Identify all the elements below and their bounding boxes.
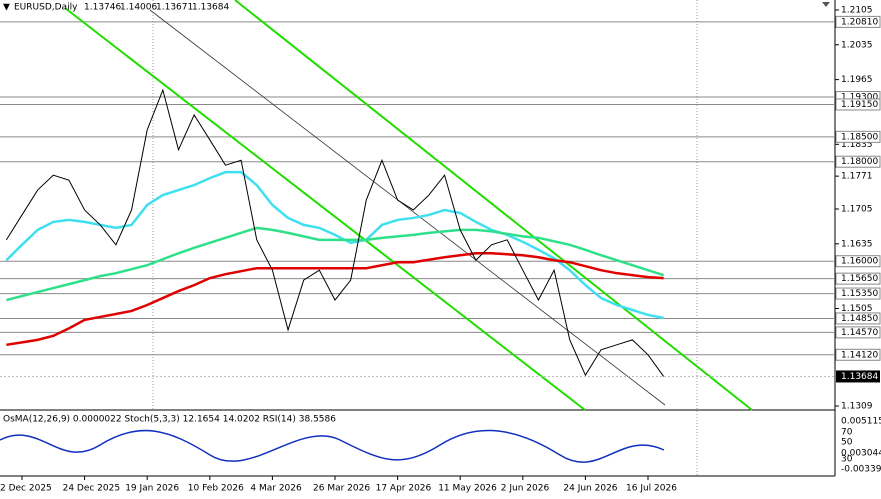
level-label-box <box>835 255 881 268</box>
level-label: 1.16000 <box>841 257 878 267</box>
indicator-scale-label: 0.0051155 <box>841 417 881 427</box>
x-tick-label: 2 Jun 2026 <box>501 484 550 494</box>
level-label-box <box>835 348 881 361</box>
indicator-scale-label: 0.0030440 <box>841 449 881 459</box>
ohlc-low: 1.13671 <box>156 3 193 13</box>
level-label-box <box>835 98 881 111</box>
one-click-trade-icon[interactable] <box>822 2 830 7</box>
level-label-box <box>835 326 881 339</box>
ohlc-close: 1.13684 <box>192 3 229 13</box>
y-tick-label: 1.1965 <box>841 75 873 85</box>
level-label-box <box>835 155 881 168</box>
price-line <box>5 88 665 377</box>
level-label: 1.15350 <box>841 289 878 299</box>
level-label: 1.15650 <box>841 274 878 284</box>
level-label: 1.18500 <box>841 132 878 142</box>
ohlc-open: 1.13746 <box>84 3 121 13</box>
level-label: 1.14570 <box>841 328 878 338</box>
x-tick-label: 11 May 2026 <box>438 484 497 494</box>
y-tick-label: 1.1309 <box>841 402 873 412</box>
ohlc-high: 1.14006 <box>120 3 157 13</box>
last-price-label: 1.13684 <box>841 372 878 382</box>
level-label: 1.18000 <box>841 157 878 167</box>
trend-channel-lower <box>64 7 586 411</box>
level-label: 1.14850 <box>841 314 878 324</box>
x-tick-label: 19 Jan 2026 <box>125 484 179 494</box>
x-tick-label: 2 Dec 2025 <box>0 484 52 494</box>
y-tick-label: 1.2035 <box>841 40 873 50</box>
last-price-box <box>836 370 880 383</box>
moving-average <box>6 226 665 302</box>
trend-line <box>149 9 666 406</box>
trend-channel-upper <box>234 0 753 411</box>
y-tick-label: 1.1705 <box>841 204 873 214</box>
moving-average <box>5 170 664 320</box>
y-tick-label: 1.1771 <box>841 172 873 182</box>
indicator-scale-label: 70 <box>841 428 853 438</box>
x-tick-label: 4 Mar 2026 <box>250 484 302 494</box>
y-tick-label: 1.1635 <box>841 239 873 249</box>
indicator-label: OsMA(12,26,9) 0.0000022 Stoch(5,3,3) 12.… <box>3 415 336 425</box>
x-tick-label: 17 Apr 2026 <box>376 484 432 494</box>
indicator-scale-label: 30 <box>841 455 853 465</box>
level-label-box <box>835 130 881 143</box>
level-label: 1.14120 <box>841 350 878 360</box>
moving-average <box>6 252 664 347</box>
x-tick-label: 26 Mar 2026 <box>313 484 370 494</box>
x-tick-label: 24 Dec 2025 <box>63 484 121 494</box>
indicator-line <box>0 429 665 463</box>
x-tick-label: 16 Jul 2026 <box>626 484 677 494</box>
level-label: 1.19300 <box>841 93 878 103</box>
level-label-box <box>835 15 881 28</box>
indicator-scale-label: 50 <box>841 438 853 448</box>
indicator-scale-label: -0.00339 <box>841 465 881 475</box>
level-label: 1.19150 <box>841 100 878 110</box>
x-tick-label: 10 Feb 2026 <box>188 484 244 494</box>
y-tick-label: 1.2105 <box>841 5 873 15</box>
y-tick-label: 1.1835 <box>841 140 873 150</box>
level-label-box <box>835 272 881 285</box>
level-label: 1.20810 <box>841 17 878 27</box>
collapse-arrow[interactable]: ▼ <box>3 3 10 13</box>
x-tick-label: 24 Jun 2026 <box>563 484 617 494</box>
level-label-box <box>835 312 881 325</box>
level-label-box <box>835 287 881 300</box>
y-tick-label: 1.1505 <box>841 304 873 314</box>
symbol: EURUSD,Daily <box>14 3 78 13</box>
